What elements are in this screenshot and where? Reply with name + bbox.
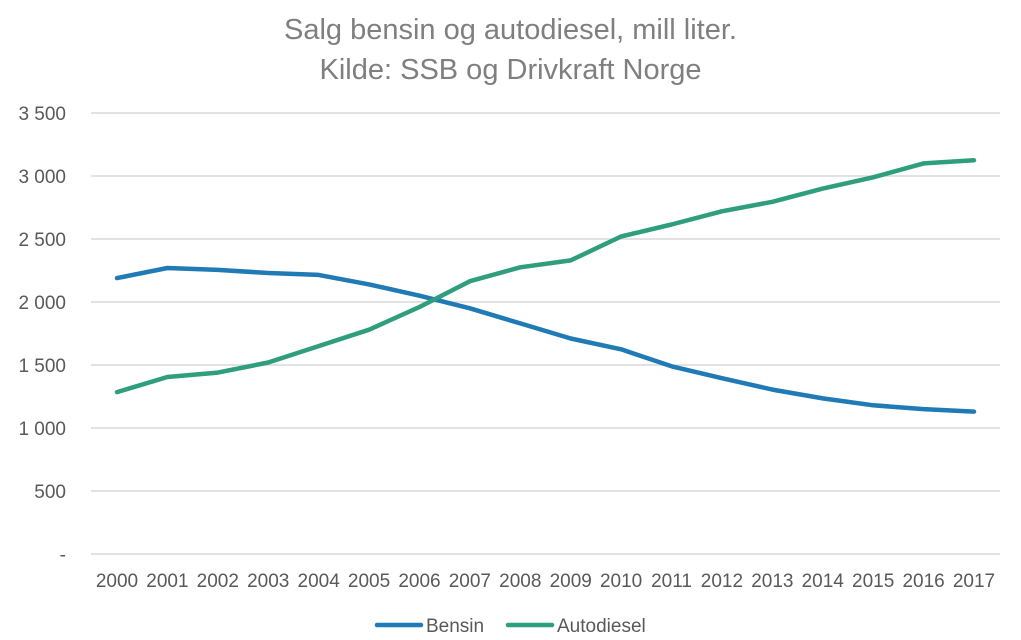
gridlines xyxy=(91,112,1000,555)
legend: Bensin Autodiesel xyxy=(374,616,646,637)
x-tick-label: 2001 xyxy=(146,571,188,592)
x-tick-label: 2000 xyxy=(96,571,138,592)
chart-title: Salg bensin og autodiesel, mill liter. xyxy=(284,14,737,46)
y-axis-tick-labels: - 500 1 000 1 500 2 000 2 500 3 000 3 500 xyxy=(18,104,66,566)
x-tick-label: 2008 xyxy=(499,571,541,592)
y-tick-label: 3 500 xyxy=(18,104,66,125)
x-tick-label: 2006 xyxy=(398,571,440,592)
x-tick-label: 2004 xyxy=(298,571,341,592)
chart-subtitle: Kilde: SSB og Drivkraft Norge xyxy=(319,54,702,86)
y-tick-label: 2 500 xyxy=(18,230,66,251)
y-tick-label: 2 000 xyxy=(18,293,66,314)
y-tick-label: 3 000 xyxy=(18,167,66,188)
chart-title-block: Salg bensin og autodiesel, mill liter. K… xyxy=(0,10,1021,90)
x-tick-label: 2003 xyxy=(247,571,289,592)
x-tick-label: 2010 xyxy=(600,571,642,592)
x-tick-label: 2007 xyxy=(449,571,491,592)
y-tick-label: - xyxy=(60,545,66,566)
x-tick-label: 2011 xyxy=(651,571,692,592)
x-tick-label: 2014 xyxy=(802,571,845,592)
x-tick-label: 2016 xyxy=(902,571,944,592)
legend-label-bensin: Bensin xyxy=(426,616,484,637)
series-line-autodiesel xyxy=(114,158,977,395)
series-line-bensin xyxy=(114,265,977,414)
x-tick-label: 2015 xyxy=(852,571,894,592)
y-tick-label: 1 000 xyxy=(18,419,66,440)
x-tick-label: 2017 xyxy=(953,571,995,592)
series-lines xyxy=(114,158,977,414)
y-tick-label: 1 500 xyxy=(18,356,66,377)
x-tick-label: 2013 xyxy=(751,571,793,592)
x-tick-label: 2005 xyxy=(348,571,390,592)
x-tick-label: 2009 xyxy=(550,571,592,592)
x-tick-label: 2012 xyxy=(701,571,743,592)
legend-label-autodiesel: Autodiesel xyxy=(557,616,646,637)
y-tick-label: 500 xyxy=(34,482,66,503)
x-axis-tick-labels: 2000 2001 2002 2003 2004 2005 2006 2007 2008 2009… xyxy=(96,571,995,592)
x-tick-label: 2002 xyxy=(197,571,239,592)
